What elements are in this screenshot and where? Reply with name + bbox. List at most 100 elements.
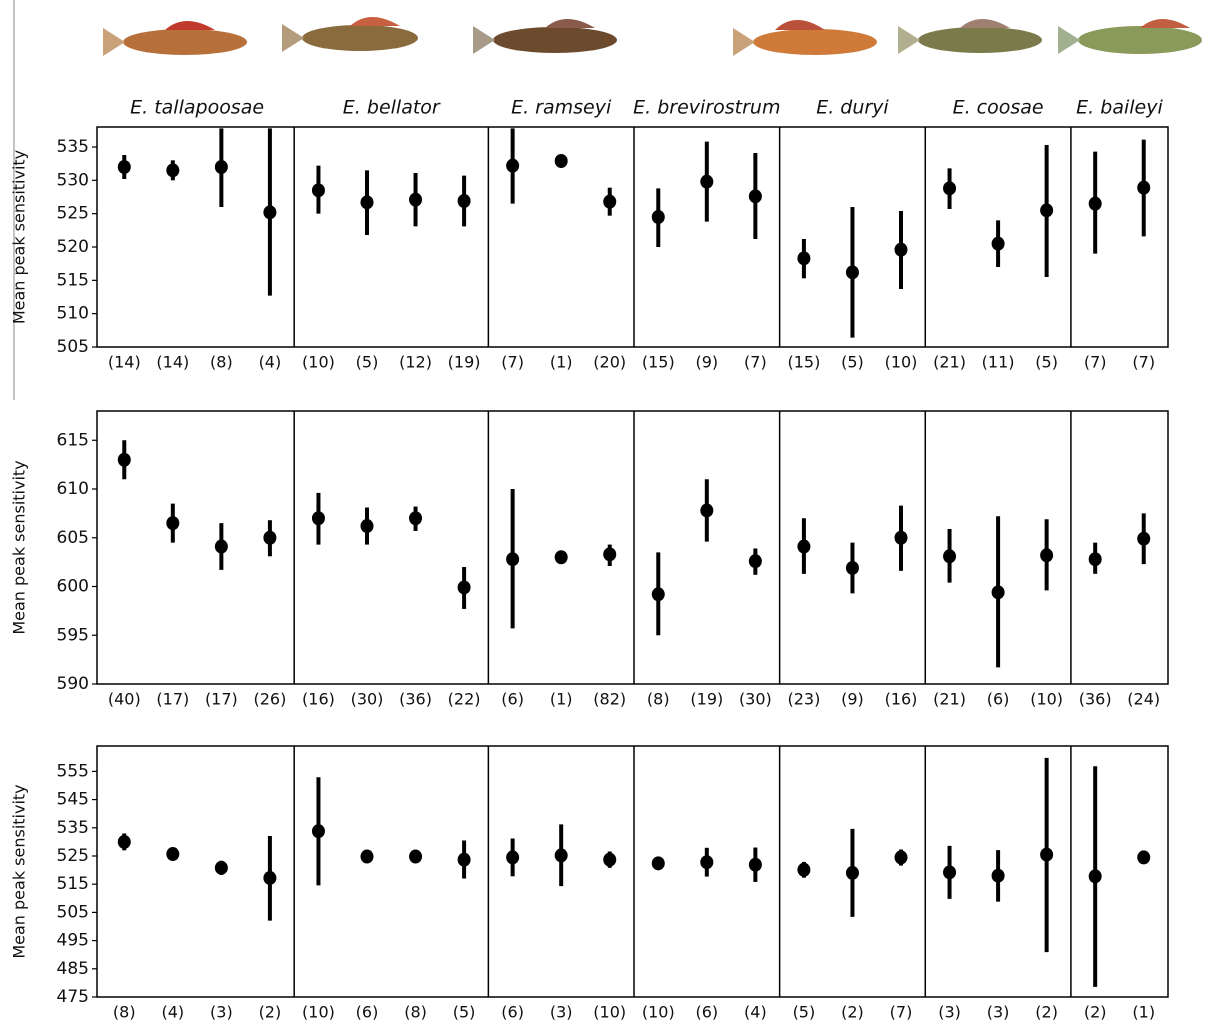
mean-point [846, 561, 859, 575]
sample-size-label: (7) [890, 1003, 913, 1022]
plot-frame [97, 746, 1168, 997]
sample-size-label: (10) [593, 1003, 626, 1022]
sample-size-label: (17) [156, 690, 189, 709]
sample-size-label: (10) [1030, 690, 1063, 709]
mean-point [895, 850, 908, 864]
y-axis-label: Mean peak sensitivity [10, 150, 29, 324]
mean-point [992, 585, 1005, 599]
mean-point [1089, 869, 1102, 883]
sample-size-label: (3) [938, 1003, 961, 1022]
sample-size-label: (3) [210, 1003, 233, 1022]
sample-size-label: (9) [695, 353, 718, 372]
y-tick-label: 525 [57, 204, 89, 224]
mean-point [409, 850, 422, 864]
mean-point [361, 195, 374, 209]
y-tick-label: 510 [57, 304, 89, 324]
mean-point [118, 453, 131, 467]
mean-point [166, 516, 179, 530]
y-tick-label: 520 [57, 237, 89, 257]
mean-point [749, 554, 762, 568]
mean-point [992, 869, 1005, 883]
mean-point [943, 865, 956, 879]
mean-point [458, 580, 471, 594]
species-label: E. tallapoosae [130, 97, 264, 119]
mean-point [118, 160, 131, 174]
sample-size-label: (20) [593, 353, 626, 372]
y-tick-label: 495 [57, 931, 89, 951]
sample-size-label: (4) [744, 1003, 767, 1022]
mean-point [361, 850, 374, 864]
sample-size-label: (24) [1127, 690, 1160, 709]
species-label: E. duryi [816, 97, 889, 119]
mean-point [603, 853, 616, 867]
y-tick-label: 485 [57, 959, 89, 979]
y-tick-label: 505 [57, 337, 89, 357]
mean-point [943, 181, 956, 195]
sample-size-label: (5) [793, 1003, 816, 1022]
mean-point [749, 858, 762, 872]
sample-size-label: (10) [302, 353, 335, 372]
mean-point [1089, 552, 1102, 566]
mean-point [263, 871, 276, 885]
mean-point [506, 159, 519, 173]
y-tick-label: 505 [57, 902, 89, 922]
mean-point [409, 511, 422, 525]
sample-size-label: (30) [739, 690, 772, 709]
mean-point [1040, 548, 1053, 562]
sample-size-label: (10) [302, 1003, 335, 1022]
mean-point [458, 853, 471, 867]
sample-size-label: (21) [933, 353, 966, 372]
sample-size-label: (8) [404, 1003, 427, 1022]
sample-size-label: (19) [690, 690, 723, 709]
sample-size-label: (40) [108, 690, 141, 709]
plot-frame [97, 411, 1168, 684]
mean-point [797, 863, 810, 877]
y-tick-label: 600 [57, 577, 89, 597]
sample-size-label: (30) [351, 690, 384, 709]
mean-point [312, 511, 325, 525]
sample-size-label: (1) [550, 690, 573, 709]
sample-size-label: (23) [787, 690, 820, 709]
mean-point [263, 531, 276, 545]
mean-point [312, 824, 325, 838]
mean-point [1137, 850, 1150, 864]
fish-illustrations [103, 17, 1202, 56]
sample-size-label: (4) [259, 353, 282, 372]
mean-point [166, 847, 179, 861]
mean-point [797, 540, 810, 554]
sample-size-label: (36) [399, 690, 432, 709]
sample-size-label: (10) [885, 353, 918, 372]
mean-point [166, 163, 179, 177]
mean-point [700, 855, 713, 869]
sample-size-label: (16) [885, 690, 918, 709]
y-tick-label: 545 [57, 790, 89, 810]
sample-size-label: (4) [161, 1003, 184, 1022]
y-tick-label: 515 [57, 874, 89, 894]
y-tick-label: 530 [57, 170, 89, 190]
sample-size-label: (6) [695, 1003, 718, 1022]
sample-size-label: (3) [987, 1003, 1010, 1022]
sample-size-label: (5) [356, 353, 379, 372]
y-tick-label: 595 [57, 625, 89, 645]
sample-size-label: (19) [448, 353, 481, 372]
species-label: E. bellator [343, 97, 441, 119]
y-tick-label: 615 [57, 430, 89, 450]
plot-frame [97, 127, 1168, 347]
species-label: E. ramseyi [511, 97, 612, 119]
mean-point [458, 194, 471, 208]
page: {"chart_data": [ {"type": "errorbar", "y… [0, 0, 1229, 1027]
sample-size-label: (8) [113, 1003, 136, 1022]
mean-point [1040, 203, 1053, 217]
mean-point [506, 552, 519, 566]
sample-size-label: (22) [448, 690, 481, 709]
sample-size-label: (6) [987, 690, 1010, 709]
sample-size-label: (6) [356, 1003, 379, 1022]
sample-size-label: (7) [744, 353, 767, 372]
sample-size-label: (1) [1132, 1003, 1155, 1022]
sample-size-label: (3) [550, 1003, 573, 1022]
sample-size-label: (2) [259, 1003, 282, 1022]
mean-point [555, 154, 568, 168]
